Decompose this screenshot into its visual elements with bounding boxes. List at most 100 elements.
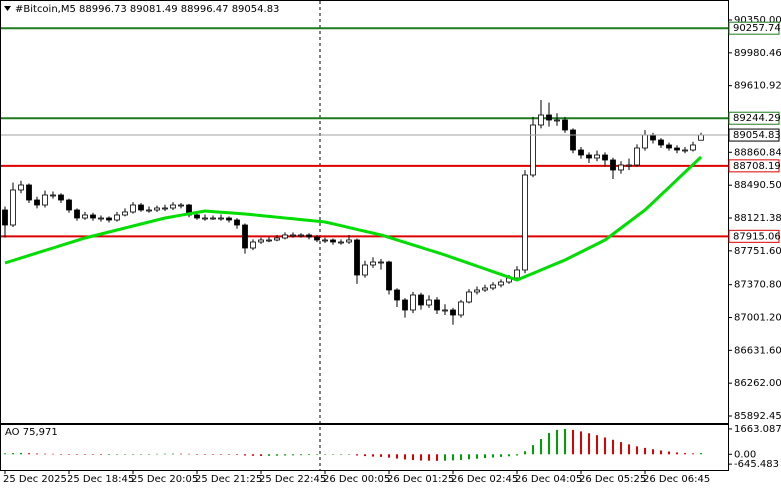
candle-body — [682, 149, 688, 152]
candle-body — [106, 217, 112, 221]
candle-body — [370, 261, 376, 266]
candle-body — [242, 224, 248, 249]
candle-body — [378, 261, 384, 264]
ao-bar — [460, 454, 462, 460]
ao-bar — [164, 453, 166, 455]
ao-bar — [196, 453, 198, 455]
ao-bar — [700, 453, 702, 455]
candle-body — [82, 214, 88, 219]
ao-bar — [244, 454, 246, 456]
candle-body — [434, 299, 440, 311]
ao-bar — [52, 453, 54, 455]
ao-bar — [36, 453, 38, 455]
candle-body — [650, 134, 656, 141]
candle-body — [58, 194, 64, 201]
x-tick-label: 25 Dec 18:45 — [67, 474, 134, 485]
ao-bar — [188, 453, 190, 455]
ao-panel-frame — [0, 424, 729, 471]
level-label-box — [728, 229, 780, 243]
ao-bar — [684, 453, 686, 455]
ao-y-tick-label: -645.483 — [734, 459, 779, 470]
ao-bar — [252, 454, 254, 456]
ao-bar — [644, 447, 646, 455]
ao-bar — [140, 454, 142, 455]
candle-body — [490, 284, 496, 289]
candle-body — [66, 199, 72, 211]
ao-bar — [316, 454, 318, 455]
ao-bar — [556, 429, 558, 455]
ao-bar — [20, 452, 22, 455]
ao-bar — [548, 432, 550, 455]
y-tick-label: 87370.80 — [734, 280, 781, 291]
level-label-box — [728, 159, 780, 173]
level-label-box — [728, 21, 780, 35]
candle-body — [2, 209, 8, 226]
candle-body — [258, 239, 264, 243]
level-label: 90257.74 — [733, 23, 781, 34]
candle-body — [466, 291, 472, 303]
ao-bar — [204, 454, 206, 455]
x-tick-label: 26 Dec 04:05 — [515, 474, 582, 485]
y-tick-label: 88490.50 — [734, 180, 781, 191]
ao-bar — [404, 454, 406, 460]
ao-bar — [228, 454, 230, 455]
ao-bar — [308, 454, 310, 456]
candle-body — [554, 119, 560, 122]
candle-body — [330, 239, 336, 243]
candle-body — [442, 309, 448, 312]
candle-body — [194, 214, 200, 219]
ao-bar — [636, 446, 638, 455]
candle-body — [482, 287, 488, 291]
ao-bar — [396, 454, 398, 459]
candle-body — [522, 174, 528, 271]
y-tick-label: 86262.00 — [734, 378, 781, 389]
candle-body — [410, 294, 416, 311]
candle-body — [290, 234, 296, 237]
ao-bar — [532, 445, 534, 455]
candle-body — [218, 217, 224, 220]
y-tick-label: 89610.92 — [734, 81, 781, 92]
candle-body — [250, 241, 256, 249]
ao-bar — [356, 454, 358, 456]
candle-body — [530, 124, 536, 176]
x-tick-label: 26 Dec 02:45 — [451, 474, 518, 485]
ao-bar — [540, 439, 542, 455]
ao-bar — [44, 453, 46, 455]
ao-bar — [652, 449, 654, 455]
ao-y-tick-label: 1663.087 — [734, 424, 781, 435]
level-label: 87915.06 — [733, 231, 781, 242]
candle-body — [90, 214, 96, 219]
candle-body — [266, 239, 272, 242]
ao-bar — [444, 454, 446, 461]
ao-bar — [260, 454, 262, 456]
candle-body — [546, 114, 552, 121]
candle-body — [634, 147, 640, 166]
ao-bar — [300, 454, 302, 456]
ao-bar — [476, 454, 478, 459]
candle-body — [698, 134, 704, 141]
price-label-box — [728, 128, 780, 142]
candle-body — [226, 217, 232, 221]
x-tick-label: 25 Dec 22:45 — [259, 474, 326, 485]
candle-body — [394, 289, 400, 301]
ao-bar — [100, 454, 102, 455]
chart-title: #Bitcoin,M5 88996.73 89081.49 88996.47 8… — [15, 4, 279, 15]
candle-body — [202, 217, 208, 220]
x-tick-label: 26 Dec 05:25 — [579, 474, 646, 485]
ao-bar — [484, 454, 486, 459]
ao-bar — [340, 454, 342, 455]
candle-body — [234, 219, 240, 226]
ao-bar — [268, 454, 270, 456]
candle-body — [306, 234, 312, 238]
candle-body — [690, 144, 696, 151]
ao-bar — [500, 454, 502, 457]
candle-body — [474, 289, 480, 293]
ao-bar — [452, 454, 454, 461]
candle-body — [570, 129, 576, 151]
ao-bar — [292, 454, 294, 456]
candle-body — [458, 301, 464, 316]
ao-bar — [412, 454, 414, 461]
ao-bar — [236, 454, 238, 455]
x-tick-label: 25 Dec 2025 — [3, 474, 67, 485]
candle-body — [178, 204, 184, 207]
